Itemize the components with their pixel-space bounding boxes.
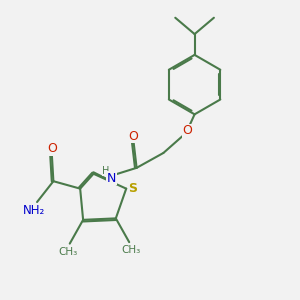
Text: CH₃: CH₃ <box>58 247 78 257</box>
Text: N: N <box>107 172 116 185</box>
Text: O: O <box>182 124 192 137</box>
Text: NH₂: NH₂ <box>23 204 45 217</box>
Text: H: H <box>102 166 110 176</box>
Text: O: O <box>129 130 139 142</box>
Text: CH₃: CH₃ <box>121 245 140 256</box>
Text: S: S <box>128 182 137 195</box>
Text: O: O <box>47 142 57 155</box>
